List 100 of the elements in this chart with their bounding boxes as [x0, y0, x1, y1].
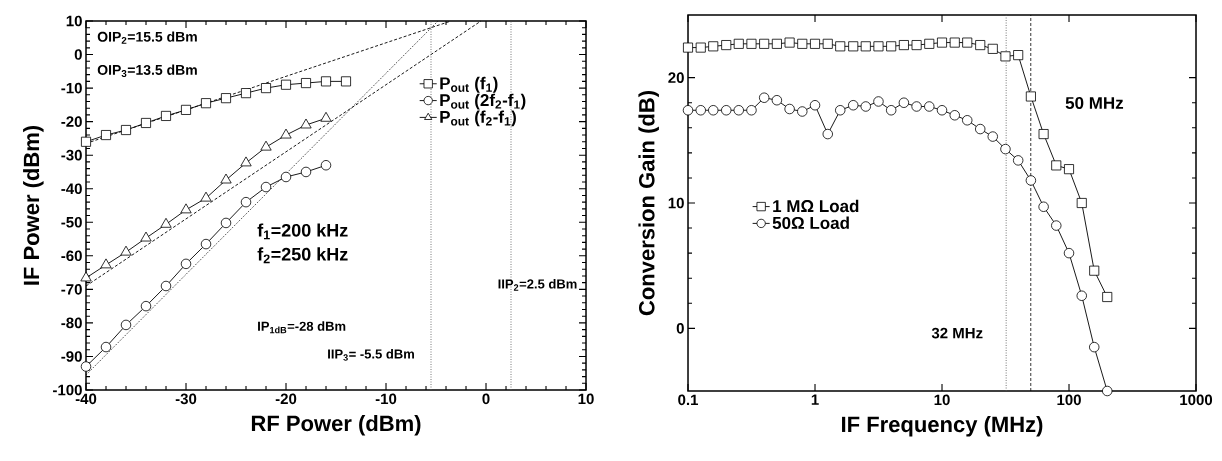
point	[949, 37, 960, 48]
legend-label: P$_{out}$ (f$_{1}$)	[440, 76, 498, 93]
point	[924, 101, 935, 112]
point	[809, 100, 821, 111]
point	[260, 140, 272, 151]
point	[721, 105, 732, 116]
x-tick-label: 100	[1057, 394, 1081, 406]
point	[784, 37, 795, 48]
y-tick-label: 0	[74, 49, 82, 60]
point	[140, 231, 152, 242]
point	[81, 136, 92, 147]
point	[240, 196, 252, 208]
point	[160, 217, 172, 228]
point	[300, 118, 312, 129]
annotation: f$_{1}$=200 kHz	[257, 223, 348, 240]
legend-label: 50Ω Load	[772, 216, 849, 229]
x-tick-label: 1000	[1180, 394, 1213, 406]
point	[835, 105, 846, 116]
point	[822, 38, 833, 49]
x-tick-label: 0	[482, 393, 490, 405]
point	[1025, 175, 1037, 186]
point	[341, 76, 352, 87]
point	[120, 245, 132, 256]
y-tick-label: -10	[61, 82, 82, 94]
annotation: IP$_{1dB}$=-28 dBm	[258, 321, 346, 334]
point	[120, 319, 132, 331]
point	[261, 83, 271, 94]
point	[280, 171, 292, 183]
x-tick-label: 10	[934, 394, 950, 406]
point	[898, 97, 910, 108]
point	[281, 79, 292, 90]
point	[962, 115, 973, 126]
point	[200, 191, 212, 202]
point	[987, 43, 998, 54]
point	[911, 101, 922, 112]
x-axis-title: IF Frequency (MHz)	[842, 416, 1043, 437]
point	[848, 100, 859, 111]
x-tick-label: 1	[811, 394, 819, 405]
point	[181, 104, 192, 115]
point	[886, 41, 897, 52]
point	[1102, 292, 1113, 302]
point	[1025, 91, 1036, 102]
point	[1038, 201, 1049, 212]
y-tick-label: -80	[61, 317, 82, 329]
y-tick-label: -40	[61, 183, 82, 195]
point	[797, 38, 808, 49]
point	[924, 38, 935, 49]
point	[1102, 385, 1113, 397]
point	[759, 38, 770, 49]
point	[695, 105, 706, 116]
legend-label: P$_{out}$ (f$_{2}$-f$_{1}$)	[440, 110, 516, 127]
point	[746, 105, 757, 116]
point	[949, 110, 960, 121]
point	[898, 40, 909, 51]
y-tick-label: 10	[668, 197, 684, 209]
point	[682, 105, 694, 116]
point	[221, 93, 232, 104]
ref-line-label: 50 MHz	[1065, 96, 1124, 110]
y-tick-label: -90	[61, 351, 82, 362]
point	[321, 76, 332, 87]
point	[733, 38, 744, 49]
point	[758, 92, 770, 103]
point	[708, 41, 719, 52]
point	[885, 105, 897, 116]
point	[280, 128, 292, 139]
ref-line-label: IIP$_{2}$=2.5 dBm	[498, 279, 577, 291]
point	[848, 41, 859, 52]
point	[822, 128, 833, 140]
point	[873, 41, 884, 52]
point	[1013, 50, 1024, 61]
point	[975, 123, 986, 135]
y-tick-label: 0	[676, 323, 684, 334]
y-tick-label: -50	[61, 216, 82, 228]
point	[1038, 129, 1049, 140]
x-tick-label: -20	[275, 393, 297, 405]
point	[975, 40, 986, 51]
y-tick-label: -20	[61, 116, 82, 127]
point	[860, 101, 871, 112]
point	[80, 271, 92, 282]
point	[80, 361, 92, 372]
point	[300, 166, 312, 178]
point	[962, 37, 973, 48]
point	[1000, 51, 1011, 62]
point	[301, 78, 312, 89]
legend-label: 1 MΩ Load	[773, 199, 859, 213]
point	[937, 37, 948, 48]
y-tick-label: -30	[61, 149, 82, 161]
point	[1000, 143, 1011, 155]
y-axis-title: IF Power (dBm)	[23, 125, 44, 285]
point	[771, 38, 782, 49]
annotation: OIP$_{2}$=15.5 dBm	[97, 31, 197, 44]
point	[733, 105, 744, 116]
point	[180, 258, 192, 270]
y-tick-label: -60	[61, 250, 82, 262]
point	[797, 106, 808, 117]
y-tick-label: 10	[66, 15, 82, 27]
x-axis-title: RF Power (dBm)	[251, 415, 421, 436]
point	[1076, 198, 1087, 208]
annotation: OIP$_{3}$=13.5 dBm	[97, 64, 197, 78]
point	[320, 160, 332, 171]
